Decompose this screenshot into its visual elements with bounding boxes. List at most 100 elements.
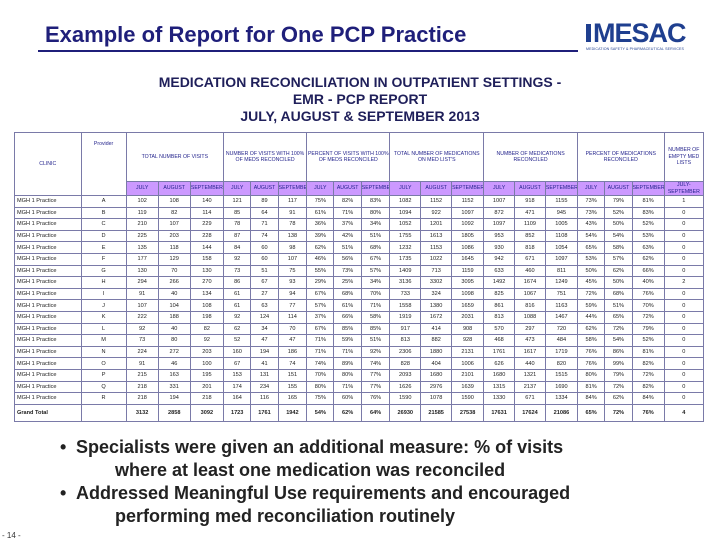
value-cell: 414 bbox=[420, 322, 453, 336]
logo-flag-icon bbox=[586, 24, 591, 42]
total-cell: 3092 bbox=[189, 403, 225, 422]
value-cell: 1067 bbox=[514, 287, 546, 301]
value-cell: 1334 bbox=[544, 392, 578, 405]
report-table: CLINIC Provider TOTAL NUMBER OF VISITS N… bbox=[14, 132, 705, 422]
month-header-row: JULYAUGUSTSEPTEMBERJULYAUGUSTSEPTEMBERJU… bbox=[15, 181, 705, 196]
value-cell: 158 bbox=[189, 252, 225, 266]
value-cell: 922 bbox=[420, 206, 453, 220]
value-cell: 70% bbox=[631, 299, 665, 312]
value-cell: 816 bbox=[514, 299, 546, 312]
table-row: MGH 1 Practice O 91 46 100 67 41 74 74% 89% 74% 828… bbox=[14, 357, 705, 370]
value-cell: 1919 bbox=[389, 310, 422, 324]
value-cell: 1153 bbox=[420, 241, 453, 254]
month-header: AUGUST bbox=[420, 181, 453, 196]
clinic-cell: MGH 1 Practice bbox=[14, 368, 82, 382]
value-cell: 151 bbox=[277, 368, 308, 382]
value-cell: 1805 bbox=[451, 229, 485, 243]
table-row: MGH 1 Practice D 225 203 228 87 74 138 39% 42% 51%… bbox=[14, 229, 705, 243]
value-cell: 107 bbox=[157, 218, 191, 231]
grand-total-label: Grand Total bbox=[14, 403, 82, 422]
value-cell: 75 bbox=[277, 264, 308, 278]
value-cell: 671 bbox=[514, 252, 546, 266]
empty-med-cell: 0 bbox=[663, 345, 705, 359]
value-cell: 218 bbox=[125, 392, 159, 405]
value-cell: 91 bbox=[277, 206, 308, 220]
value-cell: 2131 bbox=[451, 345, 485, 359]
provider-cell bbox=[80, 403, 127, 422]
value-cell: 74 bbox=[277, 357, 308, 370]
total-cell: 3132 bbox=[125, 403, 159, 422]
value-cell: 91 bbox=[125, 287, 159, 301]
value-cell: 56% bbox=[333, 252, 362, 266]
value-cell: 203 bbox=[157, 229, 191, 243]
value-cell: 60 bbox=[250, 252, 279, 266]
value-cell: 633 bbox=[483, 264, 516, 278]
value-cell: 71% bbox=[333, 380, 362, 394]
value-cell: 1005 bbox=[544, 218, 578, 231]
empty-med-cell: 0 bbox=[663, 368, 705, 382]
value-cell: 72% bbox=[576, 287, 606, 301]
value-cell: 118 bbox=[157, 241, 191, 254]
value-cell: 324 bbox=[420, 287, 453, 301]
month-header: JULY bbox=[483, 181, 516, 196]
table-row: MGH 1 Practice K 222 188 198 92 124 114 37% 66% 58… bbox=[14, 310, 705, 324]
table-row: MGH 1 Practice A 102 108 140 121 89 117 75% 82% 83… bbox=[14, 195, 705, 208]
month-header: AUGUST bbox=[604, 181, 633, 196]
value-cell: 73 bbox=[223, 264, 252, 278]
value-cell: 917 bbox=[389, 322, 422, 336]
value-cell: 720 bbox=[544, 322, 578, 336]
header-total-meds: TOTAL NUMBER OF MEDICATIONS ON MED LIST'… bbox=[389, 132, 485, 182]
value-cell: 40 bbox=[157, 322, 191, 336]
empty-med-cell: 0 bbox=[663, 322, 705, 336]
value-cell: 82 bbox=[157, 206, 191, 220]
provider-cell: K bbox=[80, 310, 127, 324]
clinic-cell: MGH 1 Practice bbox=[14, 392, 82, 405]
empty-med-cell: 0 bbox=[663, 264, 705, 278]
page-number: - 14 - bbox=[2, 531, 21, 540]
value-cell: 72% bbox=[631, 368, 665, 382]
empty-med-cell: 0 bbox=[663, 287, 705, 301]
value-cell: 65% bbox=[604, 310, 633, 324]
value-cell: 1232 bbox=[389, 241, 422, 254]
value-cell: 71% bbox=[333, 206, 362, 220]
value-cell: 918 bbox=[514, 195, 546, 208]
value-cell: 68% bbox=[333, 287, 362, 301]
value-cell: 51% bbox=[604, 299, 633, 312]
value-cell: 297 bbox=[514, 322, 546, 336]
bullet-1-line-1: Specialists were given an additional mea… bbox=[76, 437, 564, 457]
value-cell: 79% bbox=[631, 322, 665, 336]
value-cell: 67% bbox=[306, 322, 335, 336]
clinic-cell: MGH 1 Practice bbox=[14, 218, 82, 231]
value-cell: 71% bbox=[360, 299, 391, 312]
value-cell: 1007 bbox=[483, 195, 516, 208]
value-cell: 59% bbox=[576, 299, 606, 312]
value-cell: 80% bbox=[360, 206, 391, 220]
value-cell: 1321 bbox=[514, 368, 546, 382]
total-cell: 64% bbox=[360, 403, 391, 422]
empty-med-cell: 0 bbox=[663, 299, 705, 312]
value-cell: 164 bbox=[223, 392, 252, 405]
provider-cell: N bbox=[80, 345, 127, 359]
table-row: MGH 1 Practice M 73 80 92 52 47 47 71% 59% 51% 813 8… bbox=[14, 334, 705, 347]
clinic-cell: MGH 1 Practice bbox=[14, 322, 82, 336]
empty-med-cell: 0 bbox=[663, 241, 705, 254]
value-cell: 91 bbox=[125, 357, 159, 370]
value-cell: 71% bbox=[333, 345, 362, 359]
table-row: MGH 1 Practice R 218 194 218 164 116 165 75% 60% 7… bbox=[14, 392, 705, 405]
value-cell: 76% bbox=[576, 345, 606, 359]
value-cell: 80% bbox=[306, 380, 335, 394]
clinic-cell: MGH 1 Practice bbox=[14, 357, 82, 370]
value-cell: 64 bbox=[250, 206, 279, 220]
value-cell: 144 bbox=[189, 241, 225, 254]
value-cell: 2137 bbox=[514, 380, 546, 394]
value-cell: 73% bbox=[576, 206, 606, 220]
value-cell: 41 bbox=[250, 357, 279, 370]
value-cell: 484 bbox=[544, 334, 578, 347]
value-cell: 70% bbox=[360, 287, 391, 301]
value-cell: 71% bbox=[306, 334, 335, 347]
clinic-cell: MGH 1 Practice bbox=[14, 206, 82, 220]
report-title: MEDICATION RECONCILIATION IN OUTPATIENT … bbox=[100, 74, 620, 125]
value-cell: 102 bbox=[125, 195, 159, 208]
value-cell: 39% bbox=[306, 229, 335, 243]
value-cell: 61 bbox=[223, 299, 252, 312]
